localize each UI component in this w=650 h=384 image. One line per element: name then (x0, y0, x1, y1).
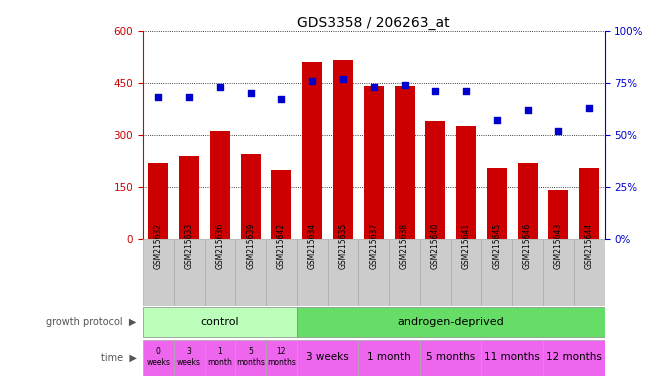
Text: growth protocol  ▶: growth protocol ▶ (46, 317, 136, 327)
FancyBboxPatch shape (297, 307, 604, 337)
Text: GSM215641: GSM215641 (462, 223, 471, 269)
FancyBboxPatch shape (420, 339, 482, 376)
FancyBboxPatch shape (143, 239, 174, 306)
FancyBboxPatch shape (328, 239, 358, 306)
Text: androgen-deprived: androgen-deprived (397, 316, 504, 326)
Bar (333, 60, 353, 239)
FancyBboxPatch shape (266, 339, 297, 376)
Text: GSM215637: GSM215637 (369, 223, 378, 269)
FancyBboxPatch shape (297, 339, 358, 376)
Text: 11 months: 11 months (484, 352, 540, 362)
Point (338, 76, 348, 82)
Text: GSM215632: GSM215632 (154, 223, 163, 269)
Bar (272, 169, 291, 239)
Text: GSM215642: GSM215642 (277, 223, 286, 269)
Point (307, 78, 317, 84)
Bar (579, 168, 599, 239)
FancyBboxPatch shape (205, 239, 235, 306)
Point (399, 82, 410, 88)
Bar (364, 86, 384, 239)
Text: GSM215645: GSM215645 (492, 223, 501, 269)
FancyBboxPatch shape (543, 339, 604, 376)
FancyBboxPatch shape (174, 239, 205, 306)
Text: 5
months: 5 months (236, 347, 265, 367)
Point (430, 88, 441, 94)
Text: GSM215638: GSM215638 (400, 223, 409, 269)
Text: GSM215639: GSM215639 (246, 223, 255, 269)
Text: 12
months: 12 months (267, 347, 296, 367)
Text: time  ▶: time ▶ (101, 353, 136, 362)
Point (184, 94, 194, 100)
Bar (425, 121, 445, 239)
FancyBboxPatch shape (420, 239, 450, 306)
Text: 3
weeks: 3 weeks (177, 347, 201, 367)
Point (214, 84, 225, 90)
FancyBboxPatch shape (143, 307, 297, 337)
FancyBboxPatch shape (297, 239, 328, 306)
FancyBboxPatch shape (358, 239, 389, 306)
Text: GSM215635: GSM215635 (339, 223, 348, 269)
FancyBboxPatch shape (143, 339, 174, 376)
FancyBboxPatch shape (574, 239, 605, 306)
Text: 5 months: 5 months (426, 352, 475, 362)
Text: GSM215640: GSM215640 (431, 223, 440, 269)
Bar (456, 126, 476, 239)
Text: 1
month: 1 month (207, 347, 232, 367)
FancyBboxPatch shape (235, 239, 266, 306)
FancyBboxPatch shape (543, 239, 574, 306)
FancyBboxPatch shape (205, 339, 235, 376)
Bar (302, 62, 322, 239)
Point (153, 94, 164, 100)
Bar (549, 190, 568, 239)
Text: GSM215634: GSM215634 (307, 223, 317, 269)
FancyBboxPatch shape (482, 339, 543, 376)
Text: 12 months: 12 months (546, 352, 602, 362)
Point (553, 127, 564, 134)
FancyBboxPatch shape (512, 239, 543, 306)
Text: 0
weeks: 0 weeks (146, 347, 170, 367)
FancyBboxPatch shape (174, 339, 205, 376)
Text: GSM215633: GSM215633 (185, 223, 194, 269)
Text: 3 weeks: 3 weeks (306, 352, 349, 362)
Text: GSM215646: GSM215646 (523, 223, 532, 269)
Text: GSM215643: GSM215643 (554, 223, 563, 269)
Bar (210, 131, 230, 239)
FancyBboxPatch shape (450, 239, 482, 306)
Point (246, 90, 256, 96)
Point (584, 105, 594, 111)
Text: GSM215636: GSM215636 (215, 223, 224, 269)
Point (491, 117, 502, 123)
Bar (179, 156, 199, 239)
FancyBboxPatch shape (482, 239, 512, 306)
Bar (487, 168, 507, 239)
Title: GDS3358 / 206263_at: GDS3358 / 206263_at (298, 16, 450, 30)
Text: GSM215644: GSM215644 (584, 223, 593, 269)
Text: control: control (201, 316, 239, 326)
Point (523, 107, 533, 113)
FancyBboxPatch shape (389, 239, 420, 306)
Bar (148, 162, 168, 239)
FancyBboxPatch shape (235, 339, 266, 376)
FancyBboxPatch shape (266, 239, 297, 306)
Bar (517, 162, 538, 239)
Point (461, 88, 471, 94)
Point (369, 84, 379, 90)
Bar (395, 86, 415, 239)
Text: 1 month: 1 month (367, 352, 411, 362)
FancyBboxPatch shape (358, 339, 420, 376)
Point (276, 96, 287, 103)
Bar (240, 154, 261, 239)
